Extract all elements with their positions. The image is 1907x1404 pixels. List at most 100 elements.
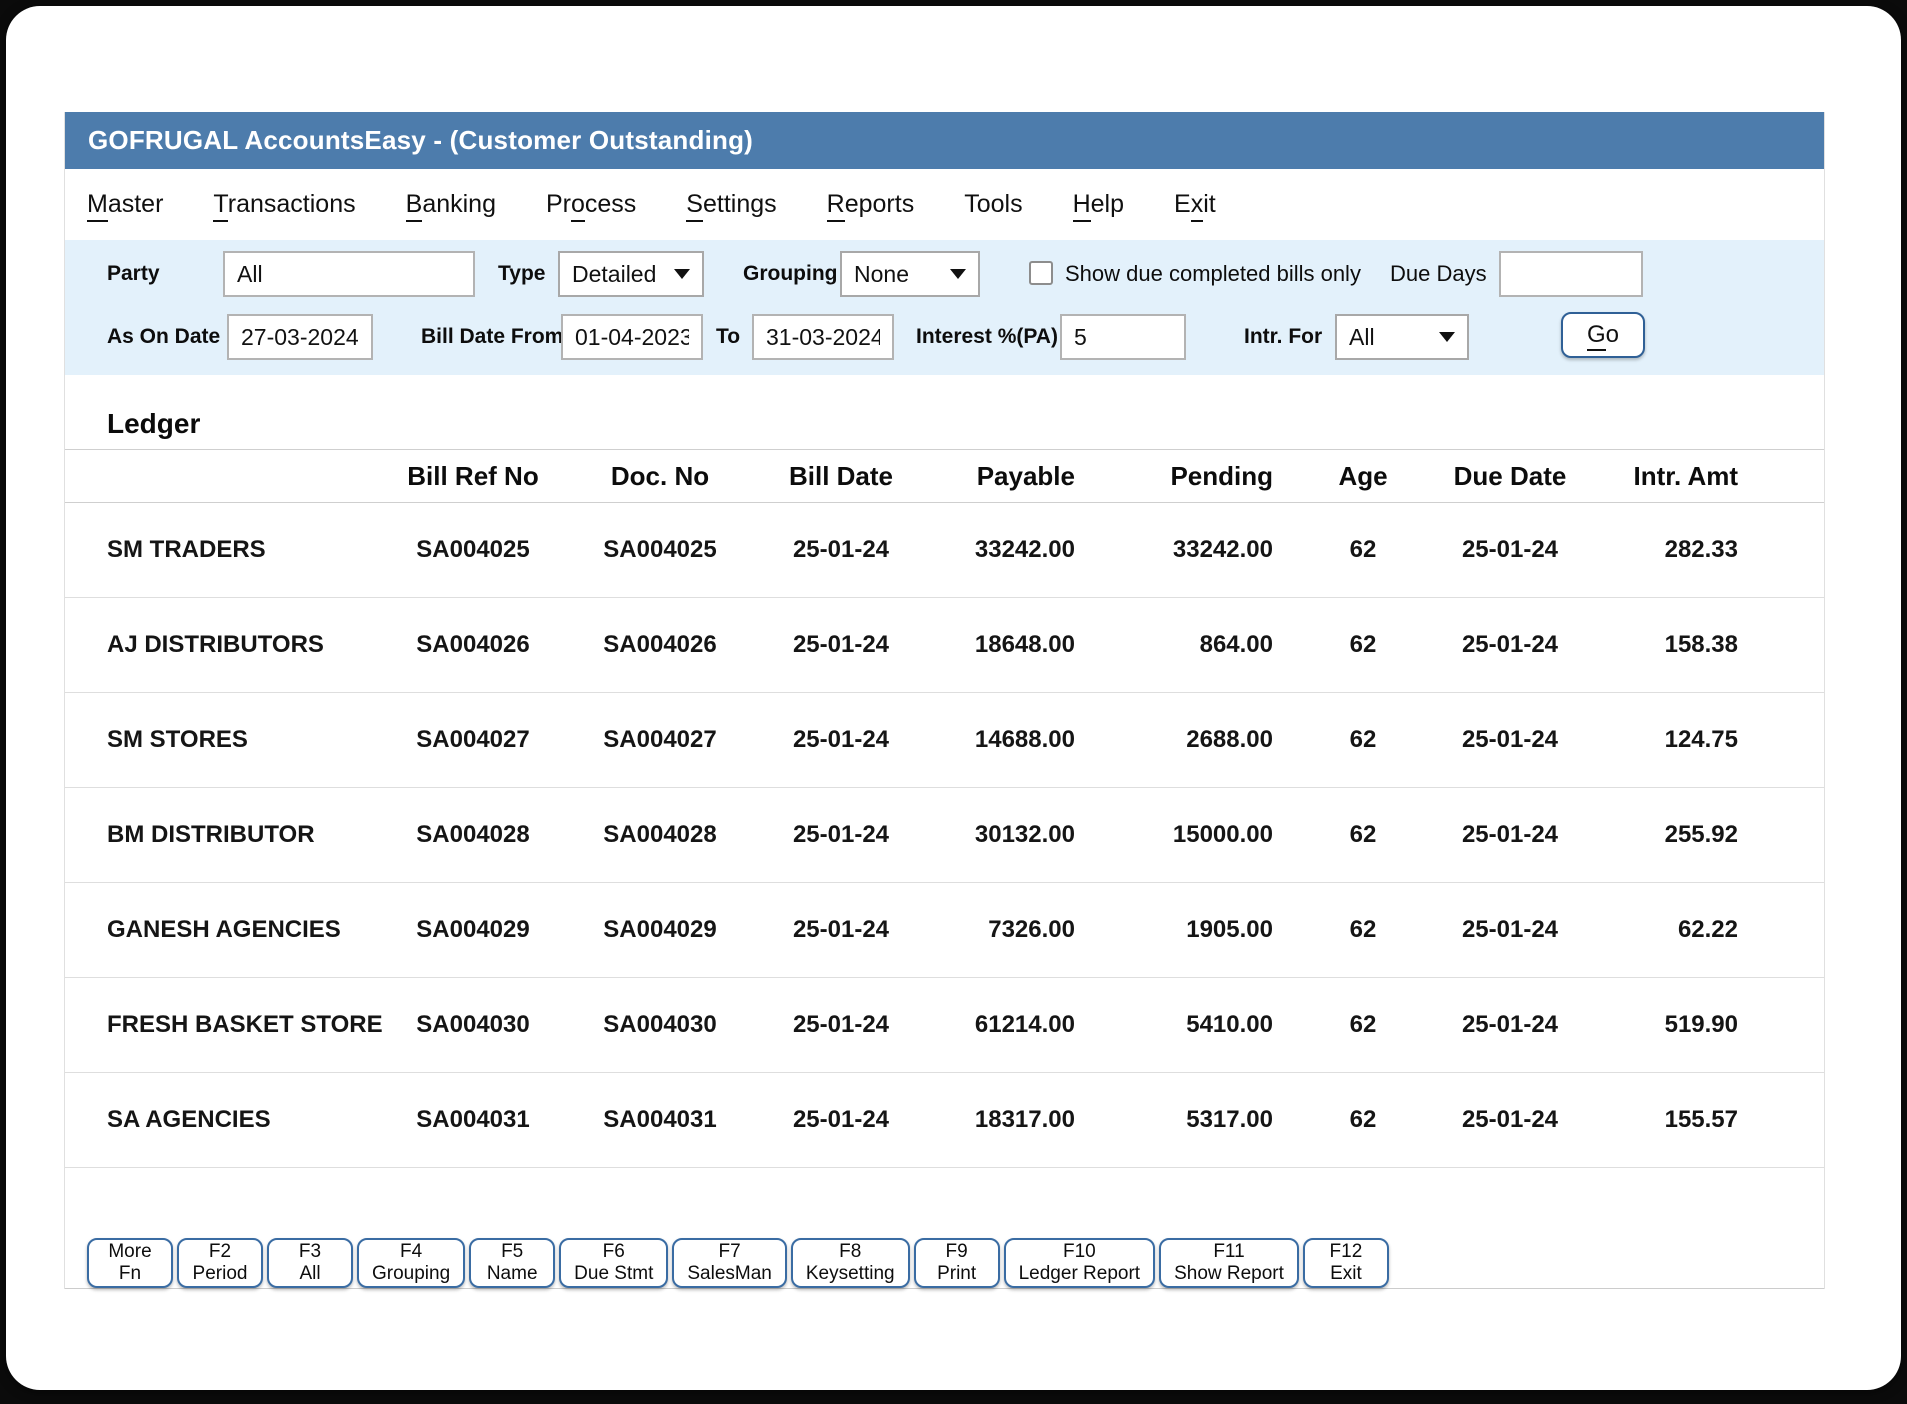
table-row[interactable]: FRESH BASKET STORE SA004030 SA004030 25-… — [65, 978, 1824, 1073]
f2-period-button[interactable]: F2 Period — [177, 1238, 263, 1288]
age: 62 — [1349, 726, 1377, 753]
col-header-intr-amt: Intr. Amt — [1633, 460, 1738, 491]
pending: 864.00 — [1199, 631, 1273, 658]
payable: 7326.00 — [988, 916, 1075, 943]
function-key-bar: More Fn F2 Period F3 All F4 Grouping F5 Name … — [65, 1238, 1824, 1289]
party-name: AJ DISTRIBUTORS — [107, 631, 324, 658]
table-row[interactable]: SA AGENCIES SA004031 SA004031 25-01-24 1… — [65, 1073, 1824, 1168]
f11-show-report-button[interactable]: F11 Show Report — [1159, 1238, 1299, 1288]
type-dropdown[interactable]: Detailed — [558, 251, 704, 297]
ledger-heading: Ledger — [107, 408, 201, 439]
window-titlebar: GOFRUGAL AccountsEasy - (Customer Outsta… — [65, 112, 1824, 169]
bill-date: 25-01-24 — [792, 631, 890, 658]
party-name: FRESH BASKET STORE — [107, 1011, 383, 1038]
f5-name-button[interactable]: F5 Name — [469, 1238, 556, 1288]
party-name: BM DISTRIBUTOR — [107, 821, 315, 848]
pending: 5317.00 — [1186, 1106, 1273, 1133]
bill-date: 25-01-24 — [792, 821, 890, 848]
table-header: Bill Ref No Doc. No Bill Date Payable Pe… — [65, 449, 1824, 503]
table-row[interactable]: AJ DISTRIBUTORS SA004026 SA004026 25-01-… — [65, 598, 1824, 693]
filter-panel: Party Type Detailed Grouping None Show d… — [65, 240, 1824, 375]
show-due-label: Show due completed bills only — [1065, 261, 1361, 286]
party-input[interactable] — [223, 251, 475, 297]
bill-ref-no: SA004030 — [416, 1011, 530, 1038]
party-name: SM STORES — [107, 726, 248, 753]
grouping-dropdown[interactable]: None — [840, 251, 980, 297]
pending: 15000.00 — [1172, 821, 1273, 848]
due-date: 25-01-24 — [1461, 1106, 1559, 1133]
menu-reports[interactable]: Reports — [826, 190, 914, 222]
due-date: 25-01-24 — [1461, 821, 1559, 848]
bill-ref-no: SA004029 — [416, 916, 530, 943]
as-on-date-input[interactable] — [227, 314, 373, 360]
age: 62 — [1349, 821, 1377, 848]
doc-no: SA004027 — [603, 726, 717, 753]
doc-no: SA004029 — [603, 916, 717, 943]
f8-keysetting-button[interactable]: F8 Keysetting — [790, 1238, 910, 1288]
party-name: SA AGENCIES — [107, 1106, 271, 1133]
col-header-bill-ref-no: Bill Ref No — [407, 460, 539, 491]
intr-for-label: Intr. For — [1244, 325, 1323, 348]
f10-ledger-report-button[interactable]: F10 Ledger Report — [1003, 1238, 1156, 1288]
pending: 33242.00 — [1172, 536, 1273, 563]
app-window: GOFRUGAL AccountsEasy - (Customer Outsta… — [64, 112, 1825, 1289]
interest-input[interactable] — [1060, 314, 1186, 360]
f4-grouping-button[interactable]: F4 Grouping — [357, 1238, 466, 1288]
due-date: 25-01-24 — [1461, 631, 1559, 658]
doc-no: SA004030 — [603, 1011, 717, 1038]
menu-banking[interactable]: Banking — [405, 190, 496, 222]
bill-ref-no: SA004025 — [416, 536, 530, 563]
doc-no: SA004025 — [603, 536, 717, 563]
as-on-date-label: As On Date — [107, 325, 221, 348]
col-header-doc-no: Doc. No — [610, 460, 710, 491]
col-header-bill-date: Bill Date — [788, 460, 894, 491]
menu-bar: Master Transactions Banking Process Sett… — [65, 169, 1824, 240]
table-row[interactable]: BM DISTRIBUTOR SA004028 SA004028 25-01-2… — [65, 788, 1824, 883]
menu-exit[interactable]: Exit — [1174, 190, 1216, 222]
intr-amt: 282.33 — [1664, 536, 1738, 563]
bill-date: 25-01-24 — [792, 726, 890, 753]
table-row[interactable]: SM TRADERS SA004025 SA004025 25-01-24 33… — [65, 503, 1824, 598]
bill-date-from-input[interactable] — [561, 314, 703, 360]
intr-amt: 124.75 — [1664, 726, 1738, 753]
age: 62 — [1349, 916, 1377, 943]
due-date: 25-01-24 — [1461, 1011, 1559, 1038]
col-header-due-date: Due Date — [1453, 460, 1567, 491]
due-days-input[interactable] — [1499, 251, 1643, 297]
chevron-down-icon — [674, 269, 690, 279]
f12-exit-button[interactable]: F12 Exit — [1302, 1238, 1389, 1288]
menu-master[interactable]: Master — [87, 190, 163, 222]
menu-help[interactable]: Help — [1072, 190, 1124, 222]
doc-no: SA004026 — [603, 631, 717, 658]
payable: 18648.00 — [974, 631, 1075, 658]
age: 62 — [1349, 1106, 1377, 1133]
intr-for-dropdown[interactable]: All — [1335, 314, 1469, 360]
menu-settings[interactable]: Settings — [686, 190, 777, 222]
chevron-down-icon — [950, 269, 966, 279]
show-due-checkbox[interactable] — [1029, 261, 1053, 285]
bill-date-to-input[interactable] — [752, 314, 894, 360]
col-header-pending: Pending — [1170, 460, 1273, 491]
party-name: SM TRADERS — [107, 536, 266, 563]
table-row[interactable]: SM STORES SA004027 SA004027 25-01-24 146… — [65, 693, 1824, 788]
party-label: Party — [107, 262, 160, 285]
f9-print-button[interactable]: F9 Print — [913, 1238, 1000, 1288]
menu-tools[interactable]: Tools — [964, 190, 1023, 218]
menu-transactions[interactable]: Transactions — [213, 190, 356, 222]
bill-date: 25-01-24 — [792, 536, 890, 563]
f7-salesman-button[interactable]: F7 SalesMan — [672, 1238, 787, 1288]
grouping-label: Grouping — [743, 262, 838, 285]
bill-ref-no: SA004031 — [416, 1106, 530, 1133]
bill-date: 25-01-24 — [792, 1011, 890, 1038]
go-button[interactable]: Go — [1561, 312, 1645, 358]
menu-process[interactable]: Process — [546, 190, 636, 222]
f6-due-stmt-button[interactable]: F6 Due Stmt — [559, 1238, 669, 1288]
intr-amt: 519.90 — [1664, 1011, 1738, 1038]
more-fn-button[interactable]: More Fn — [87, 1238, 173, 1288]
interest-label: Interest %(PA) — [916, 325, 1058, 348]
bill-ref-no: SA004026 — [416, 631, 530, 658]
f3-all-button[interactable]: F3 All — [267, 1238, 353, 1288]
due-date: 25-01-24 — [1461, 726, 1559, 753]
table-row[interactable]: GANESH AGENCIES SA004029 SA004029 25-01-… — [65, 883, 1824, 978]
intr-amt: 62.22 — [1677, 916, 1738, 943]
